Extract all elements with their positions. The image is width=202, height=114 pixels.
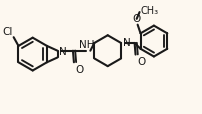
Text: N: N (59, 46, 66, 56)
Text: O: O (75, 64, 83, 74)
Text: CH₃: CH₃ (140, 6, 158, 16)
Text: O: O (132, 14, 140, 23)
Text: O: O (136, 57, 145, 66)
Text: N: N (122, 38, 130, 48)
Text: NH: NH (78, 40, 94, 50)
Text: Cl: Cl (2, 27, 13, 37)
